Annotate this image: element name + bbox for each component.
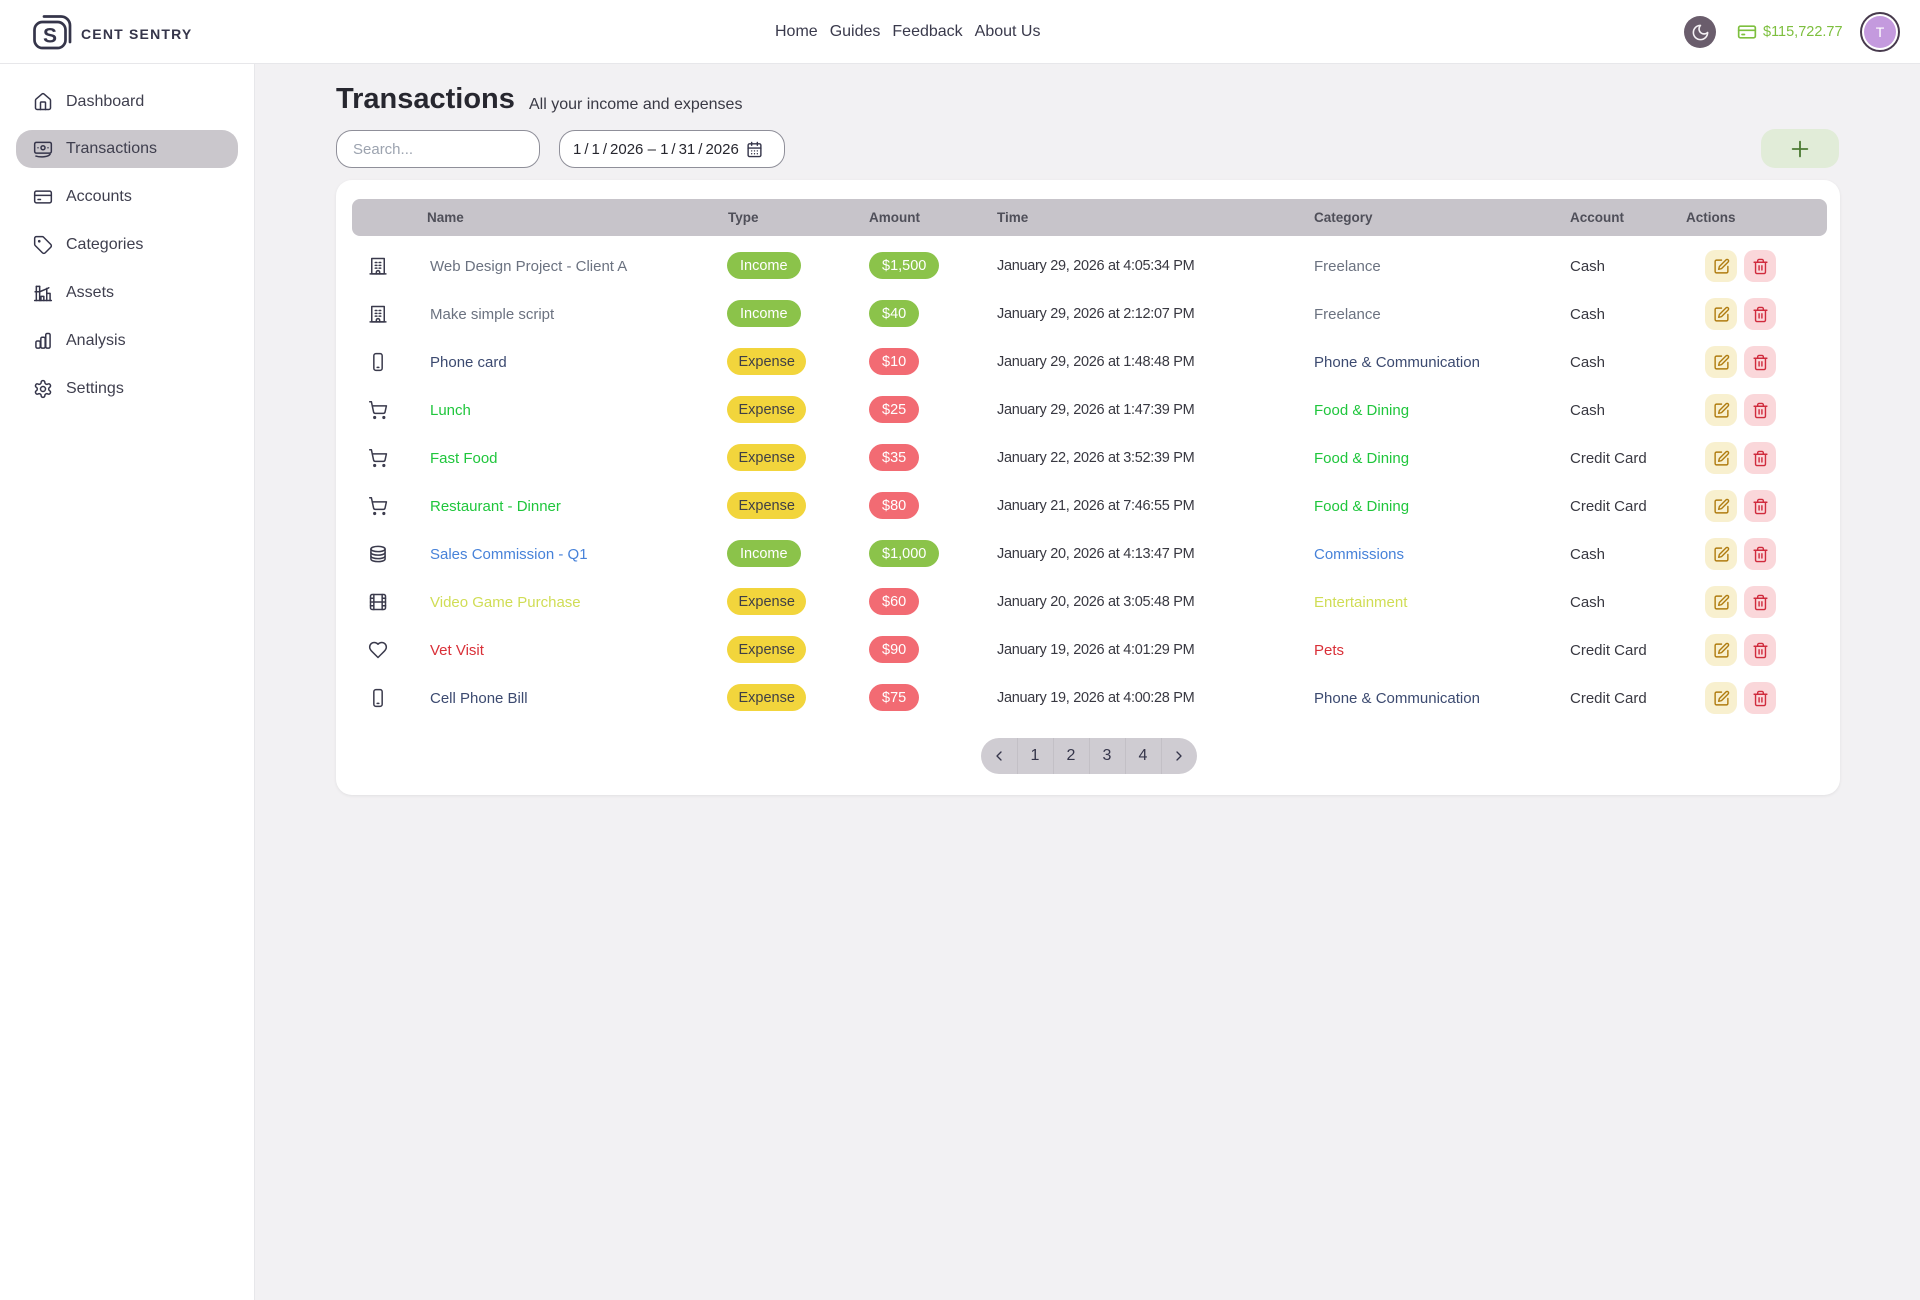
svg-text:S: S: [43, 25, 57, 48]
